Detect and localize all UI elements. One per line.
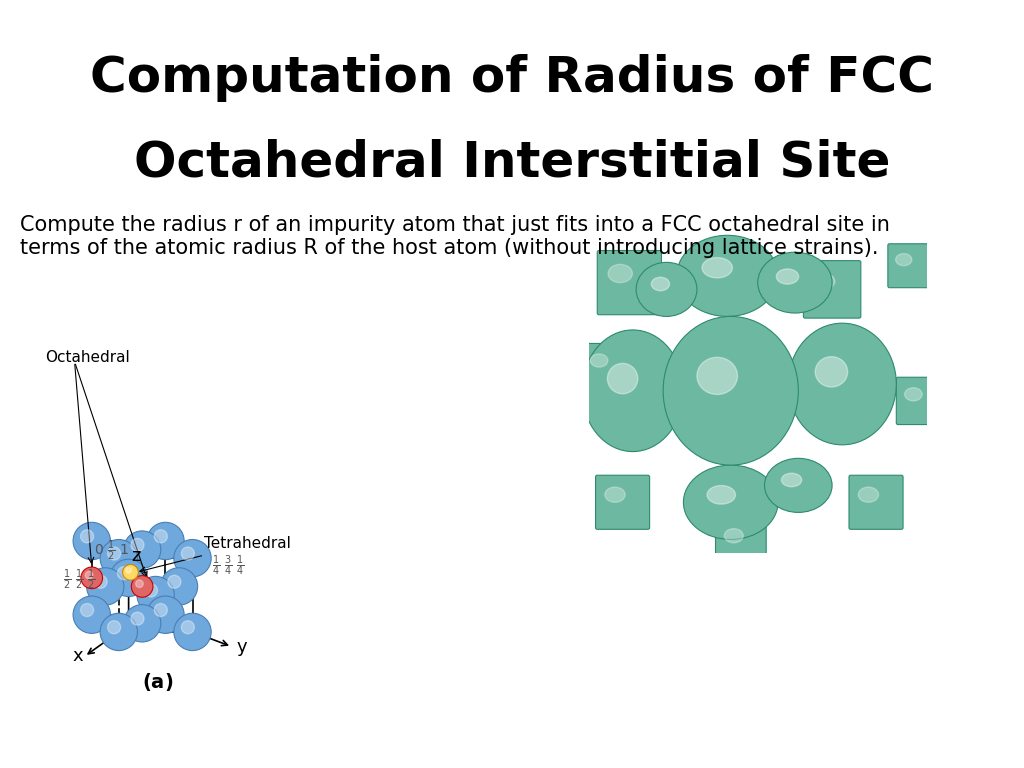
Ellipse shape — [677, 235, 778, 316]
Text: y: y — [237, 637, 248, 656]
FancyBboxPatch shape — [804, 260, 861, 318]
Circle shape — [168, 575, 181, 588]
Circle shape — [146, 596, 184, 634]
Circle shape — [131, 612, 144, 625]
Text: $\frac{1}{4}$ $\frac{3}{4}$ $\frac{1}{4}$: $\frac{1}{4}$ $\frac{3}{4}$ $\frac{1}{4}… — [212, 553, 245, 578]
FancyBboxPatch shape — [597, 250, 662, 315]
FancyBboxPatch shape — [596, 475, 649, 529]
Text: Compute the radius r of an impurity atom that just fits into a FCC octahedral si: Compute the radius r of an impurity atom… — [20, 215, 890, 258]
FancyBboxPatch shape — [896, 377, 943, 425]
Circle shape — [126, 568, 131, 573]
Text: $\frac{1}{2}$ $\frac{1}{2}$ $\frac{1}{2}$: $\frac{1}{2}$ $\frac{1}{2}$ $\frac{1}{2}… — [63, 568, 96, 591]
Ellipse shape — [590, 354, 608, 367]
Text: x: x — [72, 647, 83, 665]
Ellipse shape — [765, 458, 833, 512]
Circle shape — [87, 568, 124, 605]
Circle shape — [118, 567, 130, 580]
Circle shape — [73, 596, 111, 634]
Ellipse shape — [776, 269, 799, 284]
Ellipse shape — [664, 316, 799, 465]
Circle shape — [100, 613, 137, 650]
Circle shape — [73, 522, 111, 560]
Ellipse shape — [651, 277, 670, 291]
Text: Octahedral: Octahedral — [45, 349, 130, 365]
Circle shape — [94, 575, 108, 588]
Text: $0\ \frac{1}{2}\ 1$: $0\ \frac{1}{2}\ 1$ — [94, 539, 130, 564]
Ellipse shape — [896, 253, 911, 266]
Ellipse shape — [702, 257, 732, 278]
Ellipse shape — [813, 273, 835, 290]
Text: Octahedral Interstitial Site: Octahedral Interstitial Site — [134, 138, 890, 187]
Circle shape — [123, 564, 138, 580]
Circle shape — [81, 567, 102, 588]
Ellipse shape — [607, 363, 638, 394]
Circle shape — [124, 531, 161, 568]
Ellipse shape — [724, 528, 743, 543]
Text: Tetrahedral: Tetrahedral — [204, 536, 291, 551]
Circle shape — [161, 568, 198, 605]
Ellipse shape — [636, 263, 697, 316]
Circle shape — [108, 547, 121, 560]
Circle shape — [124, 604, 161, 642]
FancyBboxPatch shape — [716, 518, 766, 568]
Ellipse shape — [707, 485, 735, 504]
Ellipse shape — [858, 487, 879, 502]
Text: z: z — [131, 547, 140, 564]
Circle shape — [135, 580, 143, 588]
Ellipse shape — [582, 330, 683, 452]
Text: $\bf{(a)}$: $\bf{(a)}$ — [142, 671, 174, 694]
Circle shape — [155, 604, 167, 617]
Circle shape — [144, 584, 158, 597]
Ellipse shape — [605, 487, 625, 502]
FancyBboxPatch shape — [888, 243, 932, 288]
Circle shape — [155, 530, 167, 543]
Ellipse shape — [781, 473, 802, 487]
Circle shape — [81, 530, 93, 543]
Ellipse shape — [788, 323, 896, 445]
FancyBboxPatch shape — [849, 475, 903, 529]
Circle shape — [174, 613, 211, 650]
Ellipse shape — [683, 465, 778, 539]
Circle shape — [81, 604, 93, 617]
Text: Computation of Radius of FCC: Computation of Radius of FCC — [90, 54, 934, 102]
Ellipse shape — [904, 388, 923, 401]
Ellipse shape — [608, 264, 633, 283]
Circle shape — [100, 539, 137, 577]
Circle shape — [108, 621, 121, 634]
Ellipse shape — [697, 357, 737, 395]
Circle shape — [85, 571, 93, 579]
Circle shape — [137, 576, 174, 614]
Circle shape — [181, 621, 195, 634]
Circle shape — [110, 559, 147, 597]
Ellipse shape — [815, 356, 848, 387]
FancyBboxPatch shape — [582, 343, 630, 391]
Circle shape — [181, 547, 195, 560]
Ellipse shape — [758, 252, 833, 313]
Circle shape — [131, 538, 144, 551]
Circle shape — [131, 576, 153, 598]
Circle shape — [174, 539, 211, 577]
Circle shape — [146, 522, 184, 560]
